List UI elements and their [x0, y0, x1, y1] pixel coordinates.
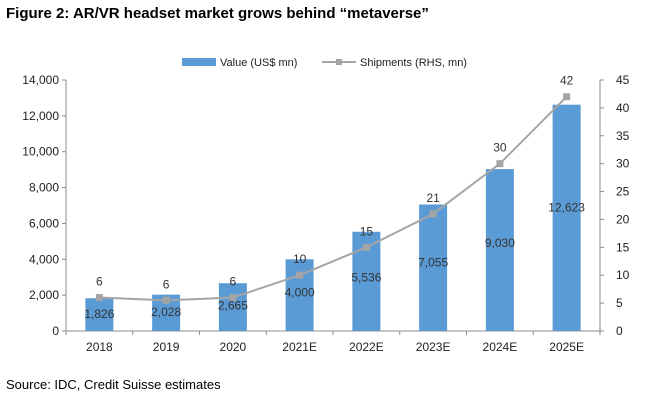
- shipments-value-label: 15: [360, 224, 374, 238]
- bar-2018: [85, 298, 114, 331]
- shipments-value-label: 10: [293, 252, 307, 266]
- left-tick-label: 2,000: [29, 288, 59, 302]
- bar-value-label: 12,623: [548, 201, 585, 215]
- shipments-marker-2023E: [429, 210, 437, 218]
- figure-title: Figure 2: AR/VR headset market grows beh…: [6, 5, 429, 22]
- shipments-marker-2025E: [563, 93, 571, 101]
- x-tick-label: 2018: [86, 340, 113, 354]
- right-tick-label: 15: [616, 240, 630, 254]
- right-tick-label: 40: [616, 101, 630, 115]
- left-tick-label: 12,000: [22, 109, 59, 123]
- shipments-value-label: 21: [426, 191, 440, 205]
- shipments-value-label: 6: [163, 277, 170, 291]
- x-tick-label: 2020: [220, 340, 247, 354]
- shipments-value-label: 6: [96, 275, 103, 289]
- bar-2020: [218, 283, 247, 331]
- shipments-value-label: 30: [493, 141, 507, 155]
- bar-value-label: 2,028: [151, 305, 181, 319]
- x-tick-label: 2019: [153, 340, 180, 354]
- left-tick-label: 8,000: [29, 181, 59, 195]
- bar-value-label: 9,030: [485, 236, 515, 250]
- right-tick-label: 20: [616, 212, 630, 226]
- bar-2023E: [419, 204, 448, 331]
- right-tick-label: 25: [616, 185, 630, 199]
- right-tick-label: 35: [616, 129, 630, 143]
- bar-2025E: [552, 104, 581, 331]
- left-tick-label: 0: [52, 324, 59, 338]
- bar-2024E: [485, 169, 514, 331]
- shipments-line: [99, 96, 568, 302]
- shipments-marker-2021E: [296, 271, 304, 279]
- bar-value-label: 1,826: [84, 307, 114, 321]
- left-tick-label: 6,000: [29, 216, 59, 230]
- shipments-marker-2020: [229, 294, 237, 302]
- shipments-value-label: 6: [230, 275, 237, 289]
- right-tick-label: 30: [616, 157, 630, 171]
- legend-line-label: Shipments (RHS, mn): [360, 57, 467, 69]
- shipments-value-label: 42: [560, 74, 574, 88]
- legend-bar-label: Value (US$ mn): [220, 57, 297, 69]
- x-tick-label: 2025E: [549, 340, 584, 354]
- shipments-marker-2019: [162, 296, 170, 304]
- left-tick-label: 10,000: [22, 145, 59, 159]
- right-tick-label: 5: [616, 296, 623, 310]
- left-tick-label: 4,000: [29, 252, 59, 266]
- bar-value-label: 7,055: [418, 255, 448, 269]
- right-tick-label: 0: [616, 324, 623, 338]
- x-tick-label: 2022E: [349, 340, 384, 354]
- shipments-marker-2018: [95, 294, 103, 302]
- bar-value-label: 4,000: [285, 286, 315, 300]
- legend-bar-swatch: [182, 58, 216, 66]
- bar-value-label: 2,665: [218, 299, 248, 313]
- shipments-marker-2022E: [362, 243, 370, 251]
- legend-line-marker: [336, 59, 342, 65]
- x-tick-label: 2023E: [416, 340, 451, 354]
- shipments-marker-2024E: [496, 160, 504, 168]
- x-tick-label: 2024E: [483, 340, 518, 354]
- x-tick-label: 2021E: [282, 340, 317, 354]
- bar-value-label: 5,536: [351, 270, 381, 284]
- right-tick-label: 10: [616, 268, 630, 282]
- right-tick-label: 45: [616, 73, 630, 87]
- left-tick-label: 14,000: [22, 73, 59, 87]
- figure-source: Source: IDC, Credit Suisse estimates: [6, 377, 221, 392]
